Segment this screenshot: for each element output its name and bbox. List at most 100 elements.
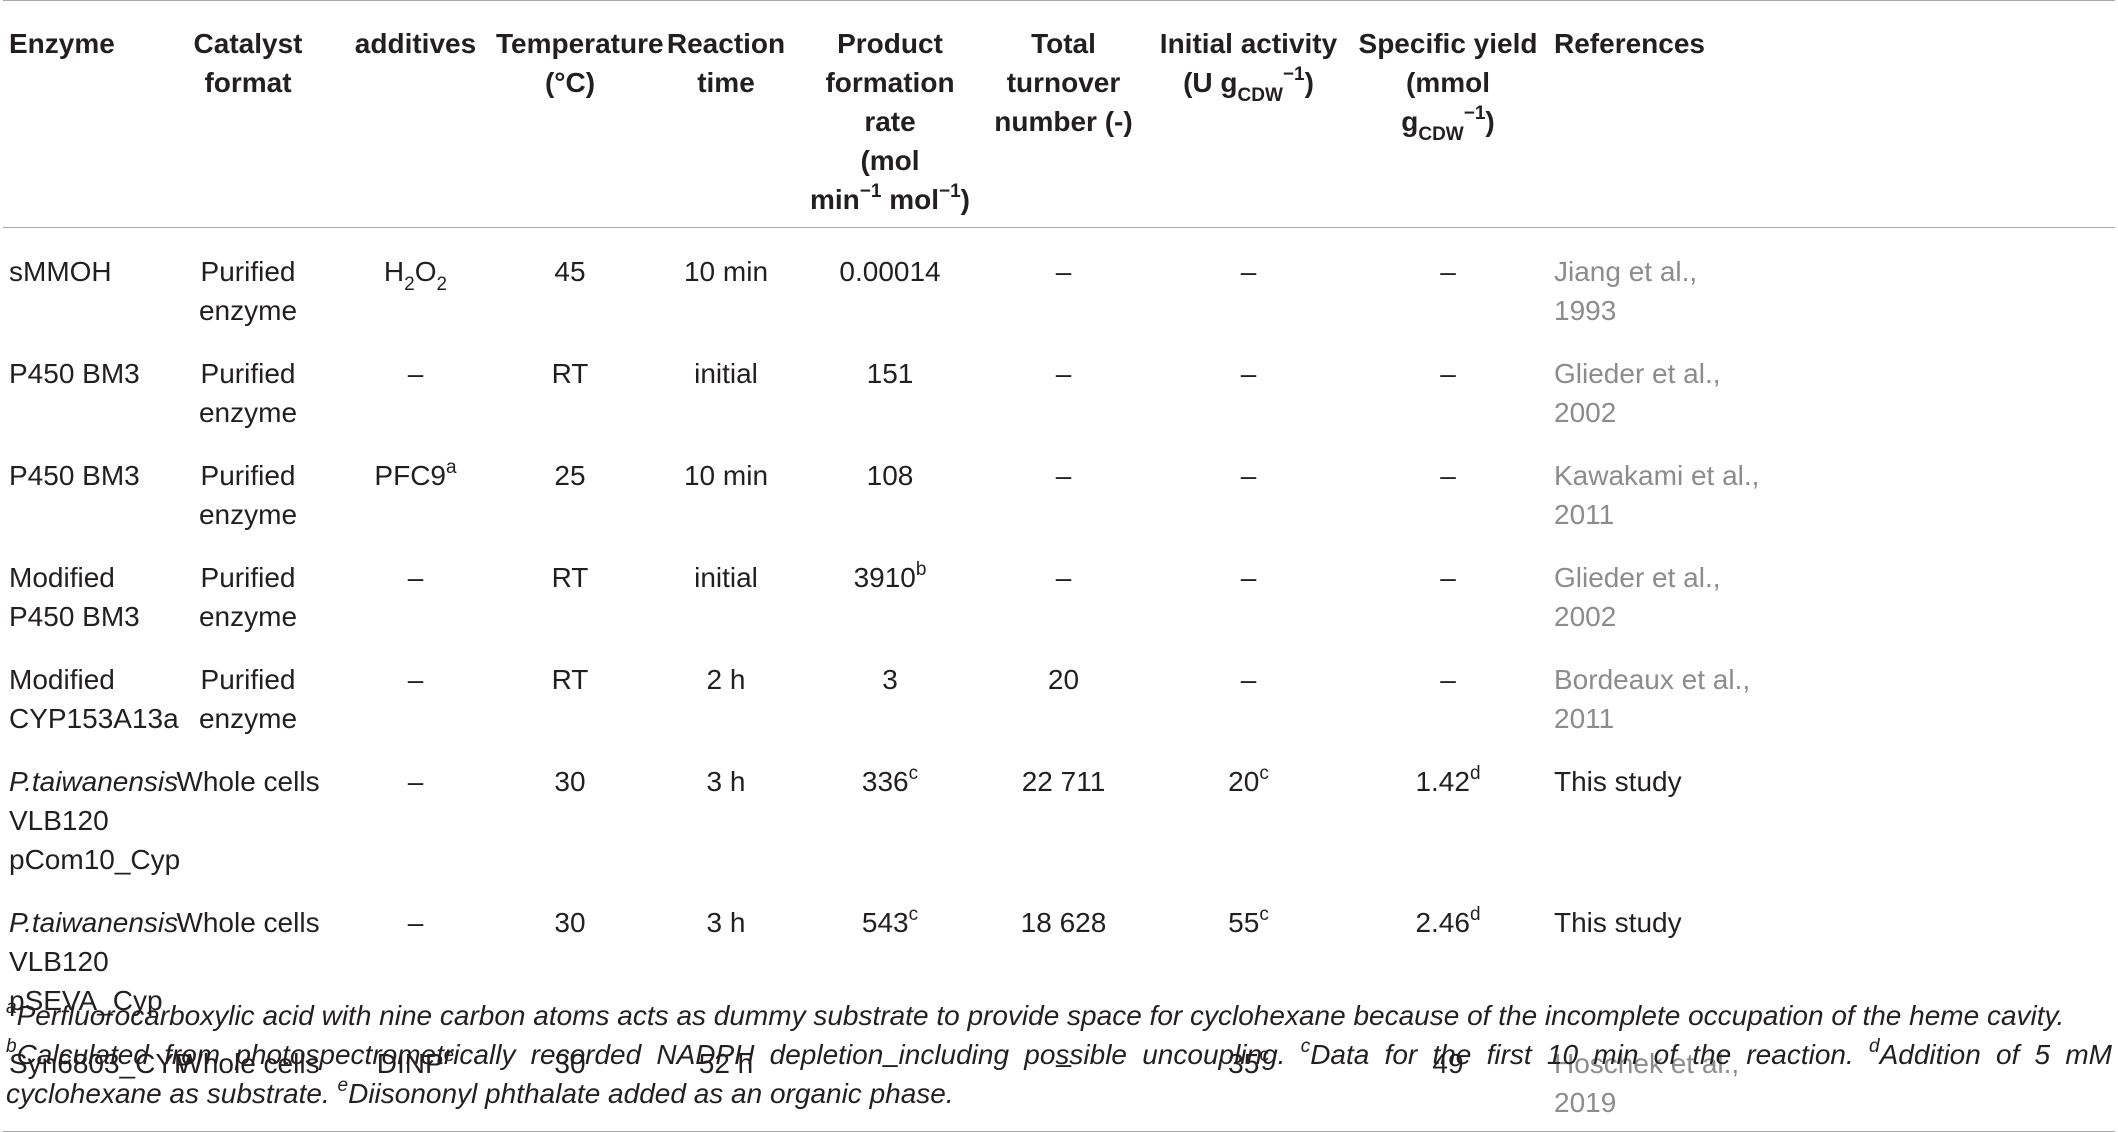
cell-total-turnover-number: 22 711 xyxy=(1021,766,1106,797)
cell-catalyst-format: Purified enzyme xyxy=(198,358,298,428)
cell-enzyme: P450 BM3 xyxy=(9,358,140,389)
header-temperature: Temperature (°C) xyxy=(496,28,664,98)
cell-product-formation-rate: 543c xyxy=(861,903,919,938)
table-row: P.taiwanensis VLB120 pCom10_Cyp Whole cells… xyxy=(3,738,2115,879)
cell-initial-activity: – xyxy=(1240,664,1257,695)
cell-enzyme: P450 BM3 xyxy=(9,460,140,491)
cell-total-turnover-number: – xyxy=(1055,562,1072,593)
cell-temperature: RT xyxy=(551,562,589,593)
cell-total-turnover-number: – xyxy=(1055,256,1072,287)
header-total-turnover-number: Total turnover number (-) xyxy=(994,28,1133,137)
header-reaction-time: Reaction time xyxy=(666,28,786,98)
header-references: References xyxy=(1554,28,1705,59)
header-additives: additives xyxy=(354,28,477,59)
reference-link[interactable]: Jiang et al., 1993 xyxy=(1554,256,1698,326)
table-footnotes: aPerfluorocarboxylic acid with nine carb… xyxy=(6,996,2112,1113)
cell-initial-activity-footnote-mark: c xyxy=(1259,1044,1269,1066)
cell-product-formation-rate: 0.00014 xyxy=(839,256,941,287)
cell-product-formation-rate-footnote-mark: c xyxy=(908,762,919,784)
cell-reaction-time: 3 h xyxy=(706,766,746,797)
cell-initial-activity-footnote-mark: c xyxy=(1259,903,1269,925)
organism-name: P.taiwanensis xyxy=(9,766,179,797)
cell-enzyme: P.taiwanensis VLB120 pSEVA_Cyp xyxy=(9,907,179,1016)
cell-additives: PFC9a xyxy=(374,456,457,491)
cell-reaction-time: 10 min xyxy=(683,460,769,491)
cell-specific-yield: 1.42d xyxy=(1415,762,1481,797)
reference-link[interactable]: Hoschek et al., 2019 xyxy=(1554,1048,1740,1118)
cell-temperature: 45 xyxy=(554,256,586,287)
footnote-e: eDiisononyl phthalate added as an organi… xyxy=(337,1074,954,1109)
reference-link[interactable]: Bordeaux et al., 2011 xyxy=(1554,664,1751,734)
cell-reaction-time: 2 h xyxy=(706,664,746,695)
header-enzyme: Enzyme xyxy=(9,28,115,59)
cell-enzyme: sMMOH xyxy=(9,256,112,287)
cell-enzyme: Syn6803_CYP xyxy=(9,1048,193,1079)
table-row: P.taiwanensis VLB120 pSEVA_Cyp Whole cells –… xyxy=(3,879,2115,1020)
cell-specific-yield-footnote-mark: d xyxy=(1469,762,1481,784)
cell-reaction-time: initial xyxy=(694,562,758,593)
cell-product-formation-rate: 3 xyxy=(882,664,898,695)
cell-additives-footnote-mark: e xyxy=(443,1044,455,1066)
cell-total-turnover-number: – xyxy=(1055,1048,1072,1079)
cell-specific-yield: – xyxy=(1440,562,1456,593)
cell-additives: – xyxy=(407,766,424,797)
cell-total-turnover-number: 20 xyxy=(1047,664,1080,695)
footnote-d: dAddition of 5 mM cyclohexane as substra… xyxy=(6,1035,2113,1109)
cell-reaction-time: initial xyxy=(694,358,758,389)
cell-initial-activity: 35c xyxy=(1228,1044,1269,1079)
cell-additives: – xyxy=(407,907,424,938)
cell-product-formation-rate: 336c xyxy=(861,762,919,797)
header-catalyst-format: Catalyst format xyxy=(193,28,303,98)
table-row: Modified CYP153A13a Purified enzyme – RT 2 h… xyxy=(3,636,2115,738)
cell-specific-yield: – xyxy=(1440,460,1456,491)
cell-reference: This study xyxy=(1554,766,1682,797)
cell-product-formation-rate: 3910b xyxy=(853,558,927,593)
cell-specific-yield: 49 xyxy=(1432,1048,1464,1079)
cell-enzyme: P.taiwanensis VLB120 pCom10_Cyp xyxy=(9,766,181,875)
cell-temperature: RT xyxy=(551,664,589,695)
table-row: P450 BM3 Purified enzyme – RT initial 151 – – – G… xyxy=(3,330,2115,432)
cell-additives: DINPe xyxy=(376,1044,455,1079)
table-body: sMMOH Purified enzyme H2O2 45 10 min 0.00014 –… xyxy=(3,228,2115,1132)
cell-product-formation-rate: 151 xyxy=(866,358,914,389)
header-specific-yield: Specific yield (mmol gCDW−1) xyxy=(1358,28,1538,145)
cell-product-formation-rate: 108 xyxy=(866,460,914,491)
comparison-table: Enzyme Catalyst format additives Temperat… xyxy=(3,0,2115,1132)
cell-additives: – xyxy=(407,562,424,593)
footnote-b: bCalculated from photospectrometrically … xyxy=(6,1035,1286,1070)
cell-initial-activity-footnote-mark: c xyxy=(1259,762,1269,784)
cell-additives: H2O2 xyxy=(383,256,448,295)
cell-additives: – xyxy=(407,358,424,389)
cell-temperature: 25 xyxy=(554,460,586,491)
cell-catalyst-format: Purified enzyme xyxy=(198,562,298,632)
cell-catalyst-format: Purified enzyme xyxy=(198,460,298,530)
cell-specific-yield: – xyxy=(1440,358,1456,389)
cell-catalyst-format: Purified enzyme xyxy=(198,256,298,326)
cell-initial-activity: – xyxy=(1240,256,1257,287)
cell-reference: This study xyxy=(1554,907,1682,938)
footnote-c: cData for the first 10 min of the reacti… xyxy=(1300,1035,1854,1070)
cell-total-turnover-number: – xyxy=(1055,358,1072,389)
cell-additives-footnote-mark: a xyxy=(446,456,457,478)
cell-catalyst-format: Whole cells xyxy=(176,766,320,797)
cell-reaction-time: 10 min xyxy=(683,256,769,287)
reference-link[interactable]: Glieder et al., 2002 xyxy=(1554,562,1721,632)
cell-enzyme: Modified CYP153A13a xyxy=(9,664,179,734)
cell-product-formation-rate-footnote-mark: b xyxy=(915,558,927,580)
reference-link[interactable]: Kawakami et al., 2011 xyxy=(1554,460,1760,530)
table-row: Modified P450 BM3 Purified enzyme – RT initi… xyxy=(3,534,2115,636)
header-row: Enzyme Catalyst format additives Temperat… xyxy=(3,0,2115,228)
table-row: sMMOH Purified enzyme H2O2 45 10 min 0.00014 –… xyxy=(3,228,2115,331)
cell-temperature: 30 xyxy=(554,766,586,797)
cell-initial-activity: – xyxy=(1240,562,1257,593)
cell-temperature: 30 xyxy=(554,1048,586,1079)
cell-catalyst-format: Whole cells xyxy=(176,1048,320,1079)
cell-initial-activity: – xyxy=(1240,460,1257,491)
cell-specific-yield: – xyxy=(1440,664,1456,695)
cell-reaction-time: 52 h xyxy=(698,1048,754,1079)
organism-name: P.taiwanensis xyxy=(9,907,179,938)
cell-reaction-time: 3 h xyxy=(706,907,746,938)
header-product-formation-rate: Product formation rate (mol min−1 mol−1) xyxy=(809,28,970,215)
reference-link[interactable]: Glieder et al., 2002 xyxy=(1554,358,1721,428)
